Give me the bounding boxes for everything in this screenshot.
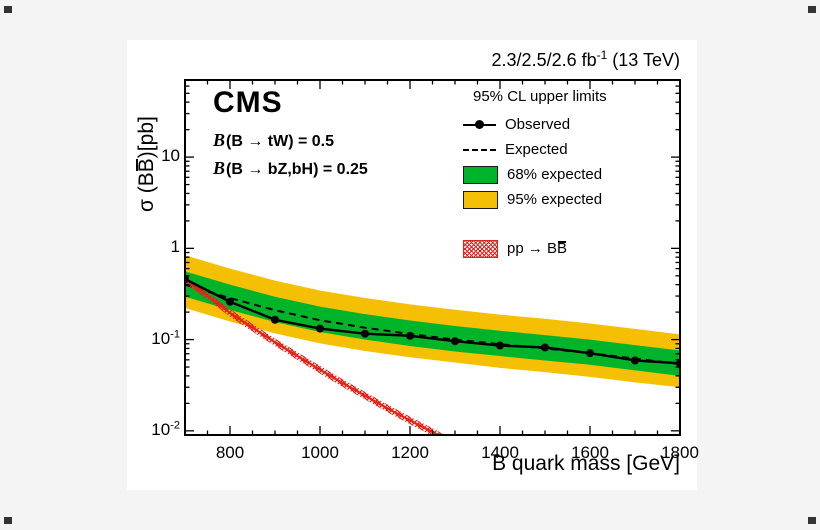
yellow-box-swatch-icon: [463, 190, 498, 209]
legend-theory-label: pp → BB: [507, 240, 567, 257]
y-tick-label: 1: [171, 237, 180, 257]
corner-mark: [4, 6, 12, 13]
plot-series: [185, 255, 680, 435]
y-tick-base: 1: [170, 237, 180, 257]
observed-marker: [586, 349, 594, 358]
y-tick-base: 10: [161, 146, 180, 166]
lumi-exponent: -1: [596, 48, 608, 62]
y-tick-label: 10-2: [151, 420, 180, 440]
corner-mark: [808, 6, 816, 13]
plot-canvas: 2.3/2.5/2.6 fb-1 (13 TeV) CMS B(B → tW) …: [127, 40, 699, 490]
x-axis-title: B quark mass [GeV]: [492, 452, 680, 475]
script-b: B: [213, 158, 226, 178]
observed-marker: [361, 329, 369, 338]
observed-marker: [631, 356, 639, 365]
lumi-text: 2.3/2.5/2.6 fb: [491, 50, 597, 70]
branching-ratio-2: B(B → bZ,bH) = 0.25: [213, 158, 368, 179]
x-tick-label: 1400: [481, 443, 519, 462]
limit-plot: [184, 79, 681, 436]
corner-mark: [4, 517, 12, 524]
marker-line-swatch-icon: [463, 117, 496, 133]
legend-item: 95% expected: [463, 187, 693, 212]
legend-item: Observed: [463, 112, 693, 137]
legend-theory-item: pp → BB: [463, 236, 693, 261]
red-hatch-swatch-icon: [463, 239, 498, 258]
theory-line: [185, 278, 441, 435]
x-tick-label: 800: [215, 443, 245, 462]
band-95-expected: [185, 255, 680, 388]
theory-label-text: pp → B: [507, 240, 558, 257]
script-b: B: [213, 130, 226, 150]
y-tick-base: 10: [151, 328, 171, 348]
legend: 95% CL upper limits Observed Expected 68% …: [463, 88, 693, 261]
y-tick-exponent: -2: [170, 419, 180, 432]
y-axis-title: σ (BB)[pb]: [135, 116, 159, 212]
x-tick-label: 1000: [301, 443, 339, 462]
b-bar-symbol: B: [557, 240, 568, 257]
y-title-text: σ (B: [135, 172, 158, 212]
observed-marker: [451, 337, 459, 346]
y-tick-label: 10-1: [151, 327, 180, 349]
lumi-energy: (13 TeV): [607, 50, 680, 70]
luminosity-label: 2.3/2.5/2.6 fb-1 (13 TeV): [491, 48, 680, 71]
y-tick-label: 10: [161, 146, 180, 166]
expected-line: [185, 283, 680, 365]
x-tick-label: 1800: [661, 443, 699, 462]
observed-marker: [316, 324, 324, 333]
observed-marker: [406, 331, 414, 340]
branching-ratio-1: B(B → tW) = 0.5: [213, 130, 334, 151]
observed-marker: [496, 341, 504, 350]
x-tick-label: 1200: [391, 443, 429, 462]
legend-item-label: Expected: [505, 141, 568, 158]
y-tick-base: 10: [151, 419, 171, 439]
branching-ratio-1-text: (B → tW) = 0.5: [226, 133, 335, 150]
observed-marker: [226, 297, 234, 306]
legend-item-label: 95% expected: [507, 191, 603, 208]
legend-item: 68% expected: [463, 162, 693, 187]
dashed-swatch-icon: [463, 142, 496, 158]
observed-marker: [271, 315, 279, 324]
legend-item-label: Observed: [505, 116, 571, 133]
branching-ratio-2-text: (B → bZ,bH) = 0.25: [226, 161, 368, 178]
legend-items: Observed Expected 68% expected 95% expected…: [463, 112, 693, 261]
legend-item-label: 68% expected: [507, 166, 603, 183]
y-tick-exponent: -1: [170, 327, 180, 340]
b-bar-symbol: B: [135, 158, 158, 173]
observed-marker: [541, 343, 549, 352]
legend-header: 95% CL upper limits: [473, 88, 607, 105]
observed-line: [185, 278, 680, 365]
legend-item: Expected: [463, 137, 693, 162]
x-tick-label: 1600: [571, 443, 609, 462]
corner-mark: [808, 517, 816, 524]
y-title-units: )[pb]: [135, 116, 158, 159]
green-box-swatch-icon: [463, 165, 498, 184]
cms-label: CMS: [213, 86, 283, 119]
axis-ticks: [185, 80, 681, 435]
